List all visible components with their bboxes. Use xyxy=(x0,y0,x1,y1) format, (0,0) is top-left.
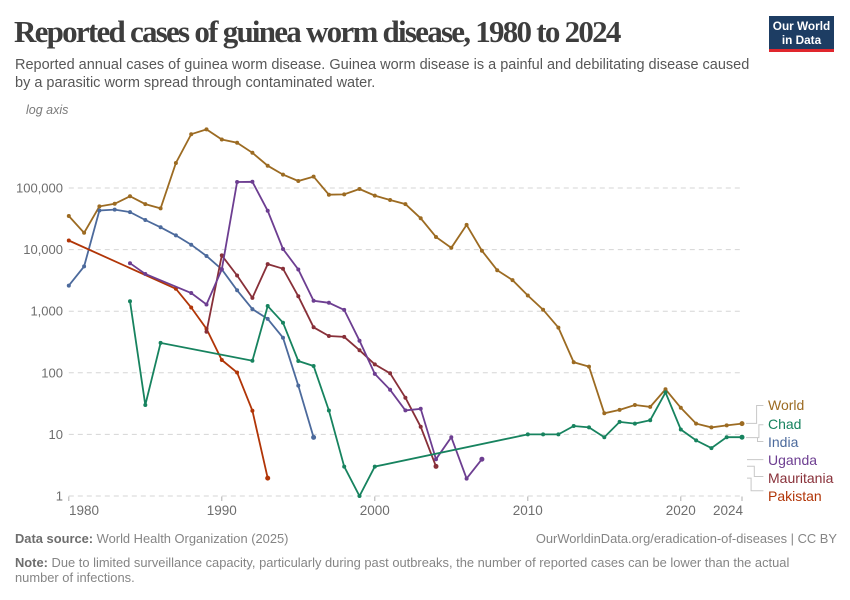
svg-text:1980: 1980 xyxy=(69,503,99,518)
svg-text:Pakistan: Pakistan xyxy=(768,488,822,504)
svg-text:10: 10 xyxy=(49,427,63,442)
svg-text:1: 1 xyxy=(56,489,63,504)
svg-text:2020: 2020 xyxy=(666,503,696,518)
svg-text:India: India xyxy=(768,434,799,450)
svg-text:2000: 2000 xyxy=(360,503,390,518)
svg-text:1,000: 1,000 xyxy=(30,304,63,319)
svg-text:2010: 2010 xyxy=(513,503,543,518)
svg-text:1990: 1990 xyxy=(207,503,237,518)
svg-text:Chad: Chad xyxy=(768,416,801,432)
svg-text:Mauritania: Mauritania xyxy=(768,470,834,486)
svg-text:Uganda: Uganda xyxy=(768,452,817,468)
svg-text:2024: 2024 xyxy=(713,503,744,518)
svg-text:100: 100 xyxy=(41,365,63,380)
svg-text:World: World xyxy=(768,397,804,413)
svg-text:100,000: 100,000 xyxy=(16,181,63,196)
svg-text:10,000: 10,000 xyxy=(23,242,63,257)
